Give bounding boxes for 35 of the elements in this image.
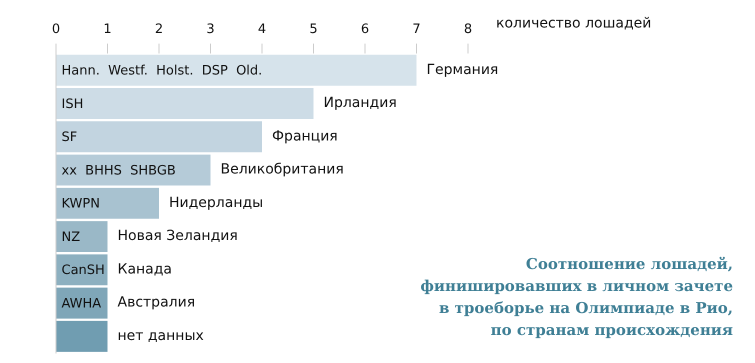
bar	[56, 54, 416, 86]
bar	[56, 88, 314, 119]
annotation: KWPN	[62, 196, 100, 212]
annotation: AWHA	[62, 296, 102, 312]
x-tick-label: 6	[360, 22, 370, 38]
annotation: ISH	[62, 96, 84, 112]
bar	[56, 221, 108, 252]
x-axis-title: количество лошадей	[496, 16, 652, 32]
y-tick-label: Франция	[272, 128, 338, 144]
bar	[56, 188, 159, 219]
annotation: SF	[62, 130, 78, 146]
y-tick-label: Австралия	[118, 294, 196, 311]
y-tick-label: Новая Зеландия	[118, 228, 238, 244]
x-tick-label: 2	[154, 22, 164, 38]
y-tick-label: Ирландия	[324, 95, 397, 112]
y-tick-label: Германия	[426, 62, 498, 78]
x-tick-label: 1	[103, 22, 112, 38]
x-tick-label: 3	[206, 22, 215, 38]
bar	[56, 154, 210, 186]
x-tick-label: 5	[309, 22, 318, 38]
annotation: NZ	[62, 230, 80, 245]
y-tick-label: Канада	[118, 261, 172, 278]
y-tick-label: Великобритания	[220, 162, 344, 178]
x-tick-label: 4	[258, 22, 266, 38]
y-tick-label: нет данных	[118, 328, 204, 344]
y-tick-label: Нидерланды	[169, 194, 264, 211]
annotation: xx BHHS SHBGB	[62, 163, 176, 178]
x-tick-label: 8	[464, 22, 472, 38]
annotation: CanSH	[62, 263, 105, 278]
x-tick-label: 7	[412, 22, 421, 38]
text: Соотношение лошадей, финишировавших в личном зачете в троеборье на Олимпиаде в Рио, по странам происхождения	[420, 254, 733, 341]
x-tick-label: 0	[52, 22, 60, 38]
bar	[56, 121, 262, 152]
annotation: Hann. Westf. Holst. DSP Old.	[62, 64, 262, 79]
bar	[56, 320, 108, 352]
